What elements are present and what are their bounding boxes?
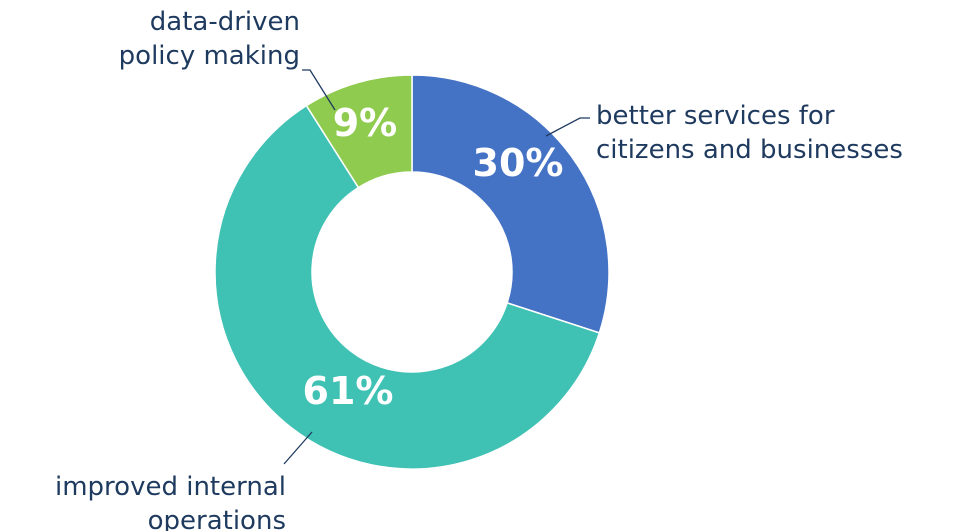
value-label-better-services: 30% — [473, 141, 564, 185]
category-label-better-services: better services for citizens and business… — [596, 101, 903, 165]
leader-line-improved-operations — [283, 431, 313, 465]
leader-lines — [283, 69, 590, 465]
leader-line-better-services — [545, 117, 590, 137]
slice-data-driven-policy — [305, 74, 413, 189]
category-label-line: policy making — [119, 41, 300, 71]
value-labels: 30% 61% 9% — [303, 101, 564, 413]
value-label-improved-operations: 61% — [303, 369, 394, 413]
category-label-line: data-driven — [150, 7, 300, 37]
category-label-line: operations — [148, 506, 286, 531]
category-label-line: citizens and businesses — [596, 135, 903, 165]
donut-slices — [214, 74, 610, 470]
slice-improved-operations — [214, 104, 601, 470]
category-label-line: improved internal — [55, 472, 286, 502]
leader-line-data-driven-policy — [302, 69, 336, 111]
slice-better-services — [411, 74, 610, 334]
category-labels: better services for citizens and business… — [55, 7, 903, 531]
category-label-line: better services for — [596, 101, 835, 131]
category-label-improved-operations: improved internal operations — [55, 472, 286, 531]
value-label-data-driven-policy: 9% — [333, 101, 398, 145]
category-label-data-driven-policy: data-driven policy making — [119, 7, 300, 71]
